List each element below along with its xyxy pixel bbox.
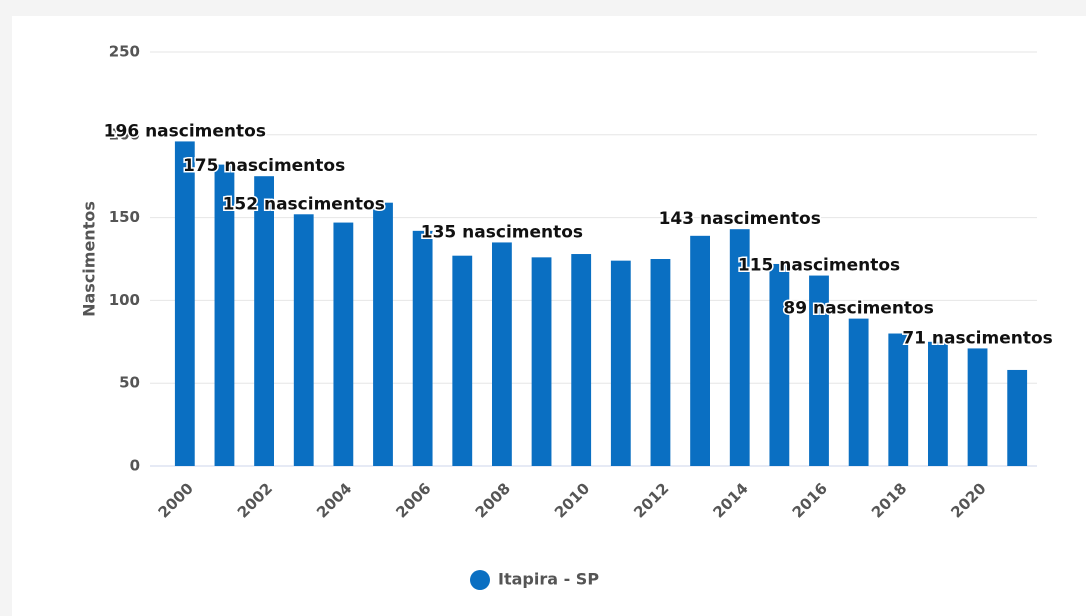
bar	[809, 275, 829, 466]
bar	[848, 318, 869, 466]
data-label: 135 nascimentos	[421, 222, 583, 242]
data-label: 196 nascimentos	[104, 121, 266, 141]
bar	[769, 263, 790, 466]
bar	[928, 341, 948, 466]
bar	[254, 176, 274, 466]
bar	[174, 141, 195, 466]
bar	[610, 260, 631, 466]
bar	[492, 242, 512, 466]
data-label: 89 nascimentos	[783, 299, 933, 319]
y-axis-label: Nascimentos	[80, 201, 99, 317]
bar	[967, 348, 988, 466]
legend-label: Itapira - SP	[498, 570, 599, 589]
bar	[729, 229, 750, 466]
data-label: 143 nascimentos	[659, 209, 821, 229]
bar	[571, 254, 592, 466]
bar	[214, 164, 235, 466]
y-tick-label: 150	[109, 208, 140, 226]
bar	[690, 235, 710, 466]
data-label: 115 nascimentos	[738, 256, 900, 276]
y-tick-label: 200	[109, 125, 140, 143]
bar	[412, 230, 433, 466]
data-label: 175 nascimentos	[183, 156, 345, 176]
bar	[1007, 369, 1028, 466]
data-label: 71 nascimentos	[902, 328, 1052, 348]
y-tick-label: 0	[130, 457, 140, 475]
y-tick-label: 50	[119, 374, 140, 392]
data-label: 152 nascimentos	[223, 194, 385, 214]
bar	[888, 333, 909, 466]
bar	[452, 255, 473, 466]
bar	[333, 222, 354, 466]
bar	[293, 214, 314, 466]
bar	[650, 259, 671, 466]
legend-swatch	[470, 570, 490, 590]
bar	[373, 202, 393, 467]
y-tick-label: 100	[109, 291, 140, 309]
y-tick-label: 250	[109, 43, 140, 61]
bar	[531, 257, 552, 466]
